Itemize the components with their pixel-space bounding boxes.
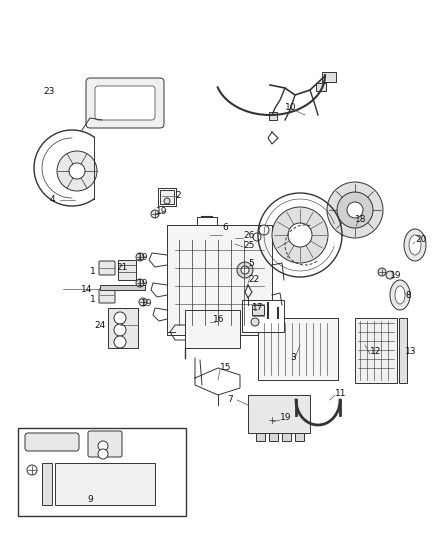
Circle shape xyxy=(272,207,328,263)
Circle shape xyxy=(57,151,97,191)
Bar xyxy=(295,433,304,441)
Bar xyxy=(399,318,407,383)
Bar xyxy=(248,395,310,433)
Text: 10: 10 xyxy=(285,103,297,112)
Text: 13: 13 xyxy=(405,348,417,357)
Bar xyxy=(160,190,174,204)
FancyBboxPatch shape xyxy=(99,261,115,275)
Text: 25: 25 xyxy=(243,241,254,251)
Text: 5: 5 xyxy=(248,259,254,268)
Text: 8: 8 xyxy=(405,290,411,300)
Text: 4: 4 xyxy=(49,196,55,205)
Circle shape xyxy=(251,318,259,326)
Text: 15: 15 xyxy=(220,362,232,372)
Text: 1: 1 xyxy=(90,268,96,277)
Bar xyxy=(242,300,284,332)
Bar xyxy=(55,463,155,505)
Ellipse shape xyxy=(390,280,410,310)
Circle shape xyxy=(378,268,386,276)
Circle shape xyxy=(136,279,144,287)
Bar xyxy=(282,433,291,441)
Bar xyxy=(252,305,264,315)
Circle shape xyxy=(139,298,147,306)
Text: 23: 23 xyxy=(44,86,55,95)
Text: 19: 19 xyxy=(137,279,148,288)
Text: 2: 2 xyxy=(175,191,180,200)
Circle shape xyxy=(27,465,37,475)
Bar xyxy=(167,225,272,335)
Circle shape xyxy=(386,271,394,279)
Text: 14: 14 xyxy=(81,285,92,294)
Circle shape xyxy=(237,262,253,278)
Bar xyxy=(158,188,176,206)
Bar xyxy=(118,260,136,280)
Circle shape xyxy=(136,253,144,261)
Text: 18: 18 xyxy=(355,215,367,224)
Circle shape xyxy=(151,210,159,218)
Bar xyxy=(42,463,52,505)
FancyBboxPatch shape xyxy=(86,78,164,128)
Circle shape xyxy=(327,182,383,238)
Bar xyxy=(316,83,326,91)
Text: 20: 20 xyxy=(415,236,426,245)
Ellipse shape xyxy=(395,286,405,304)
Bar xyxy=(258,318,338,380)
Text: 19: 19 xyxy=(137,254,148,262)
Text: 1: 1 xyxy=(90,295,96,303)
Circle shape xyxy=(164,198,170,204)
Circle shape xyxy=(114,312,126,324)
Text: 12: 12 xyxy=(370,348,381,357)
Bar xyxy=(185,310,240,348)
Ellipse shape xyxy=(404,229,426,261)
FancyBboxPatch shape xyxy=(99,289,115,303)
Circle shape xyxy=(98,449,108,459)
Circle shape xyxy=(114,324,126,336)
FancyBboxPatch shape xyxy=(95,86,155,120)
FancyBboxPatch shape xyxy=(25,433,79,451)
Text: 9: 9 xyxy=(87,496,93,505)
Text: 17: 17 xyxy=(252,303,264,312)
Circle shape xyxy=(288,223,312,247)
Bar xyxy=(355,318,397,383)
Circle shape xyxy=(259,225,269,235)
Text: 11: 11 xyxy=(335,389,346,398)
Circle shape xyxy=(253,233,261,241)
Circle shape xyxy=(347,202,363,218)
Bar xyxy=(18,428,186,516)
Text: 21: 21 xyxy=(116,263,127,272)
Bar xyxy=(108,308,138,348)
Text: 24: 24 xyxy=(95,320,106,329)
Circle shape xyxy=(98,441,108,451)
Circle shape xyxy=(268,416,276,424)
Text: 19: 19 xyxy=(141,300,152,309)
Text: 3: 3 xyxy=(290,353,296,362)
Text: 19: 19 xyxy=(155,207,167,216)
Bar xyxy=(256,433,265,441)
Bar xyxy=(322,72,336,82)
Bar xyxy=(269,433,278,441)
Text: 19: 19 xyxy=(280,414,292,423)
Text: 16: 16 xyxy=(213,316,225,325)
Circle shape xyxy=(69,163,85,179)
FancyBboxPatch shape xyxy=(88,431,122,457)
Text: 7: 7 xyxy=(227,395,233,405)
Text: 6: 6 xyxy=(222,223,228,232)
Text: 19: 19 xyxy=(390,271,402,279)
Circle shape xyxy=(241,266,249,274)
Ellipse shape xyxy=(409,235,421,255)
Circle shape xyxy=(337,192,373,228)
Text: 22: 22 xyxy=(248,276,259,285)
Bar xyxy=(269,112,277,120)
Bar xyxy=(100,285,145,290)
Circle shape xyxy=(114,336,126,348)
Text: 26: 26 xyxy=(243,230,254,239)
